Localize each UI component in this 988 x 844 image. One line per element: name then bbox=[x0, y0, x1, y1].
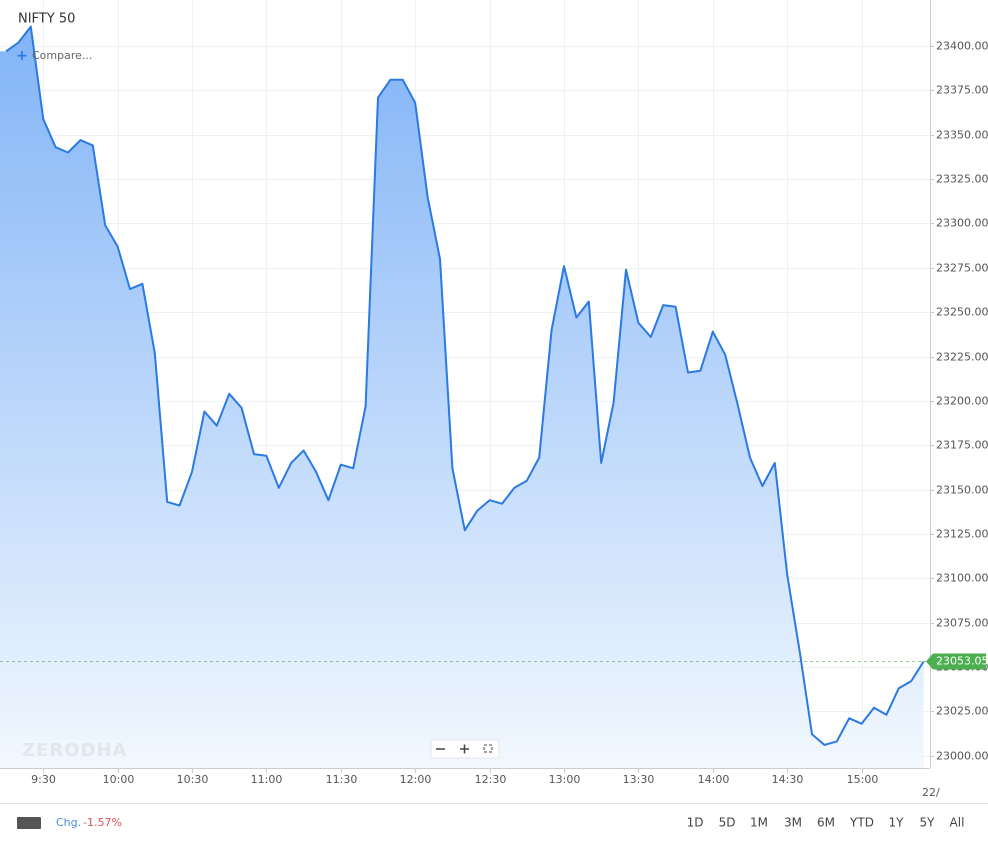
x-tick-label: 9:30 bbox=[31, 773, 56, 786]
last-price-tag bbox=[926, 653, 986, 670]
area-fill bbox=[0, 26, 924, 769]
y-tick-label: 23175.00 bbox=[936, 439, 988, 452]
x-tick-label: 14:30 bbox=[772, 773, 804, 786]
next-day-label: 22/ bbox=[922, 786, 940, 799]
y-tick-label: 23000.00 bbox=[936, 750, 988, 763]
last-price-label: 23053.05 bbox=[936, 654, 988, 667]
plot bbox=[0, 25, 925, 769]
x-tick-label: 10:00 bbox=[103, 773, 135, 786]
y-tick-label: 23025.00 bbox=[936, 705, 988, 718]
range-button[interactable]: 1D bbox=[687, 816, 704, 830]
x-tick-label: 13:00 bbox=[549, 773, 581, 786]
range-button[interactable]: 5D bbox=[719, 816, 736, 830]
y-tick-label: 23350.00 bbox=[936, 129, 988, 142]
range-button[interactable]: 3M bbox=[784, 816, 802, 830]
compare-button[interactable]: Compare... bbox=[32, 49, 92, 62]
y-tick-label: 23275.00 bbox=[936, 262, 988, 275]
change-value: -1.57% bbox=[83, 816, 122, 829]
x-tick-label: 11:30 bbox=[326, 773, 358, 786]
x-tick-label: 12:00 bbox=[400, 773, 432, 786]
range-buttons: 1D 5D 1M 3M 6M YTD 1Y 5Y All bbox=[687, 816, 965, 830]
range-button[interactable]: YTD bbox=[849, 816, 874, 830]
y-tick-label: 23325.00 bbox=[936, 173, 988, 186]
y-tick-label: 23100.00 bbox=[936, 572, 988, 585]
chart-title: NIFTY 50 bbox=[18, 12, 75, 27]
compare-icon[interactable]: + bbox=[16, 48, 28, 64]
y-tick-label: 23375.00 bbox=[936, 84, 988, 97]
range-button[interactable]: 1Y bbox=[889, 816, 905, 830]
y-tick-label: 23400.00 bbox=[936, 40, 988, 53]
zoom-controls bbox=[430, 739, 500, 759]
y-tick-label: 23250.00 bbox=[936, 306, 988, 319]
x-tick-label: 10:30 bbox=[177, 773, 209, 786]
fullscreen[interactable] bbox=[483, 744, 493, 753]
keyboard-icon[interactable] bbox=[17, 817, 41, 829]
y-tick-label: 23075.00 bbox=[936, 617, 988, 630]
y-tick-label: 23125.00 bbox=[936, 528, 988, 541]
x-tick-label: 13:30 bbox=[623, 773, 655, 786]
x-tick-label: 15:00 bbox=[847, 773, 879, 786]
change-label: Chg. bbox=[56, 816, 81, 829]
x-tick-label: 14:00 bbox=[698, 773, 730, 786]
y-tick-label: 23300.00 bbox=[936, 217, 988, 230]
price-line bbox=[5, 25, 925, 746]
watermark: ZERODHA bbox=[22, 740, 127, 761]
range-button[interactable]: 1M bbox=[750, 816, 768, 830]
range-button[interactable]: All bbox=[950, 816, 965, 830]
y-tick-label: 23200.00 bbox=[936, 395, 988, 408]
range-button[interactable]: 6M bbox=[817, 816, 835, 830]
x-tick-label: 11:00 bbox=[251, 773, 283, 786]
y-tick-label: 23150.00 bbox=[936, 484, 988, 497]
x-tick-label: 12:30 bbox=[475, 773, 507, 786]
y-tick-label: 23225.00 bbox=[936, 351, 988, 364]
range-button[interactable]: 5Y bbox=[920, 816, 936, 830]
